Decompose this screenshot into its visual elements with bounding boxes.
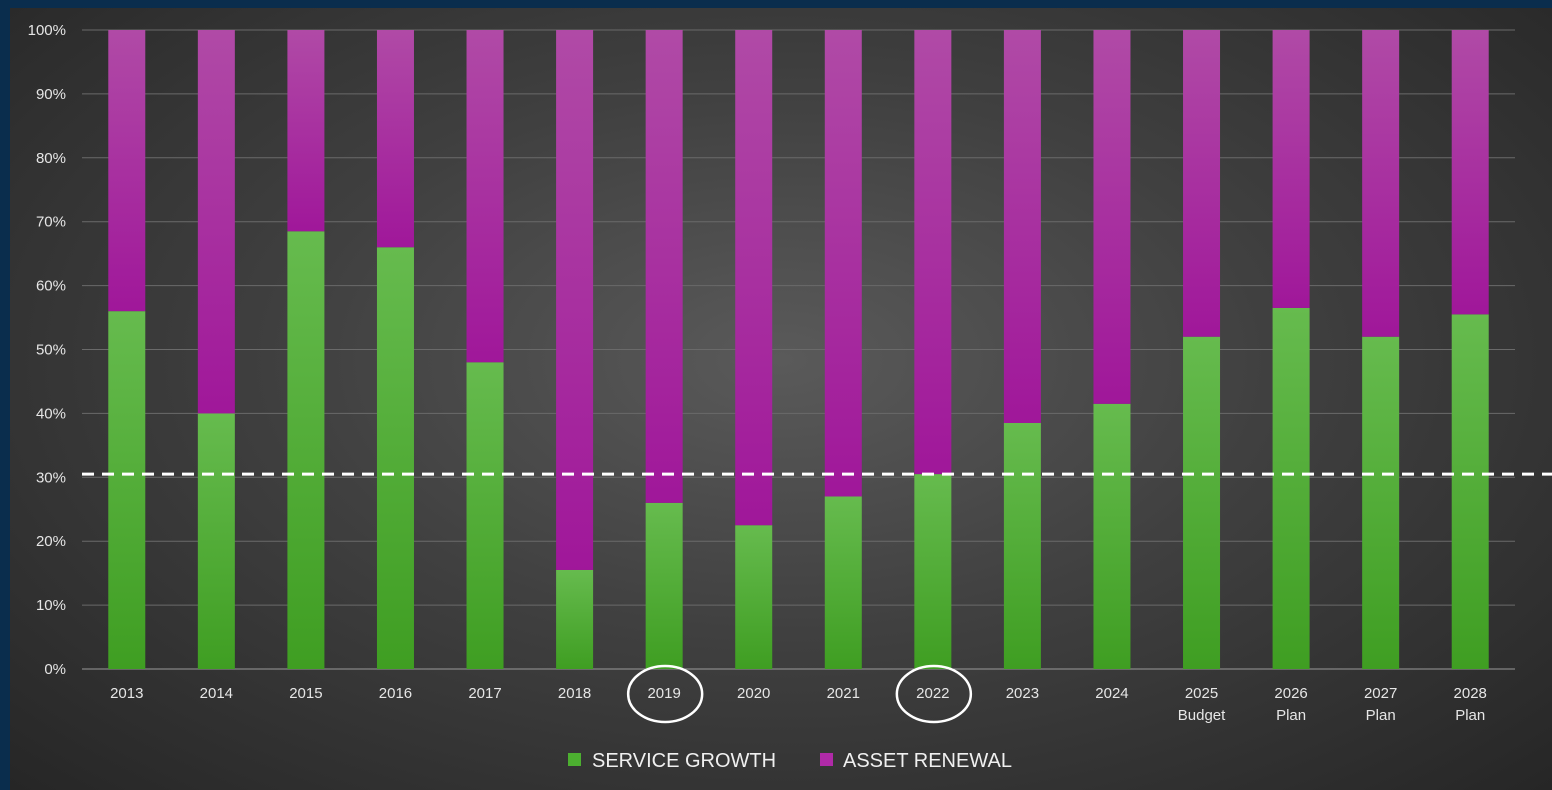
bar-service-growth [1272,307,1310,669]
x-tick-label: 2023 [1006,685,1039,702]
highlight-circle [626,664,704,724]
y-tick-label: 10% [36,597,66,614]
x-tick-line: 2014 [200,685,233,702]
x-tick-line: 2023 [1006,685,1039,702]
bar-asset-renewal [914,30,952,475]
y-tick-label: 40% [36,405,66,422]
x-tick-label: 2014 [200,685,233,702]
bar-service-growth [466,362,504,669]
x-tick-line: 2024 [1095,685,1128,702]
x-tick-line: 2016 [379,685,412,702]
bar-service-growth [914,474,952,669]
y-tick-label: 100% [28,22,66,39]
bar-service-growth [287,231,325,669]
y-tick-label: 20% [36,533,66,550]
bar-asset-renewal [735,30,773,526]
x-tick-line: 2013 [110,685,143,702]
y-tick-label: 0% [44,661,66,678]
bar-asset-renewal [108,30,146,312]
bar-service-growth [556,569,594,669]
bar-asset-renewal [466,30,504,363]
x-tick-line: 2027 [1364,685,1397,702]
y-axis-ticks: 0% 10% 20% 30% 40% 50% 60% 70% 80% 90% 100% [28,22,66,678]
x-tick-line: 2015 [289,685,322,702]
y-tick-label: 60% [36,278,66,295]
bar-asset-renewal [287,30,325,232]
bars [108,30,1489,669]
bar-asset-renewal [1003,30,1041,423]
x-tick-label: 2028 Plan [1454,685,1487,724]
x-tick-label: 2019 [647,685,680,702]
bar-asset-renewal [197,30,235,414]
x-tick-line: 2021 [827,685,860,702]
bar-asset-renewal [556,30,594,570]
y-tick-label: 70% [36,214,66,231]
bar-asset-renewal [1093,30,1131,404]
x-tick-line: 2025 [1185,685,1218,702]
bar-service-growth [1451,314,1489,669]
y-tick-label: 90% [36,86,66,103]
y-tick-label: 50% [36,342,66,359]
x-tick-line: 2018 [558,685,591,702]
bar-service-growth [824,496,862,669]
bar-service-growth [645,502,683,669]
x-tick-line: Plan [1455,707,1485,724]
x-tick-line: 2026 [1274,685,1307,702]
x-axis-ticks: 2013 2014 2015 2016 2017 2018 2019 2020 2021 2022… [110,664,1487,724]
x-tick-line: 2028 [1454,685,1487,702]
legend-swatch [568,753,581,766]
x-tick-line: 2019 [647,685,680,702]
x-tick-label: 2022 [916,685,949,702]
bar-asset-renewal [1272,30,1310,308]
y-tick-label: 30% [36,469,66,486]
x-tick-line: Plan [1276,707,1306,724]
x-tick-label: 2027 Plan [1364,685,1397,724]
x-tick-label: 2020 [737,685,770,702]
bar-service-growth [376,247,414,669]
x-tick-label: 2021 [827,685,860,702]
legend-label: ASSET RENEWAL [843,750,1012,772]
x-tick-line: Plan [1366,707,1396,724]
y-tick-label: 80% [36,150,66,167]
bar-service-growth [108,311,146,669]
x-tick-label: 2016 [379,685,412,702]
legend-label: SERVICE GROWTH [592,750,776,772]
highlight-circle [895,664,973,724]
bar-service-growth [1093,403,1131,669]
legend: SERVICE GROWTH ASSET RENEWAL [568,750,1012,772]
bar-asset-renewal [1362,30,1400,337]
bar-asset-renewal [645,30,683,503]
bar-asset-renewal [1183,30,1221,337]
x-tick-line: 2022 [916,685,949,702]
bar-service-growth [1183,336,1221,669]
bar-asset-renewal [376,30,414,248]
bar-service-growth [1003,422,1041,669]
x-tick-line: Budget [1178,707,1226,724]
x-tick-label: 2025 Budget [1178,685,1226,724]
x-tick-label: 2024 [1095,685,1128,702]
x-tick-label: 2018 [558,685,591,702]
x-tick-label: 2026 Plan [1274,685,1307,724]
x-tick-label: 2015 [289,685,322,702]
bar-service-growth [735,525,773,669]
x-tick-line: 2017 [468,685,501,702]
bar-service-growth [197,413,235,669]
x-tick-label: 2013 [110,685,143,702]
legend-swatch [820,753,833,766]
x-tick-line: 2020 [737,685,770,702]
x-tick-label: 2017 [468,685,501,702]
bar-service-growth [1362,336,1400,669]
bar-asset-renewal [824,30,862,497]
bar-asset-renewal [1451,30,1489,315]
